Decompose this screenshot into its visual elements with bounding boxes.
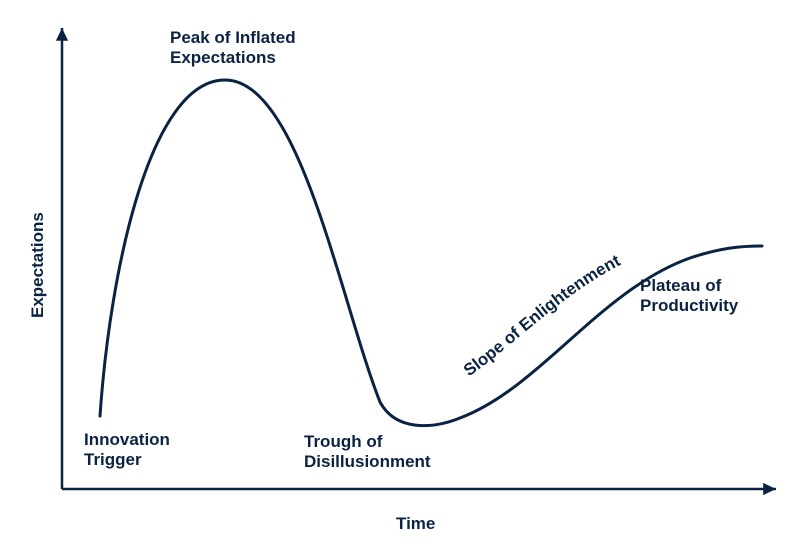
hype-curve — [100, 80, 762, 426]
innovation-trigger-label: Innovation Trigger — [84, 430, 170, 471]
x-axis-label: Time — [396, 514, 435, 534]
x-axis — [62, 483, 776, 495]
peak-label: Peak of Inflated Expectations — [170, 28, 296, 69]
x-axis-arrow — [763, 483, 776, 495]
y-axis-label: Expectations — [28, 212, 48, 318]
y-axis — [56, 28, 68, 489]
hype-cycle-diagram: Slope of Enlightenment Expectations Time… — [0, 0, 800, 544]
y-axis-arrow — [56, 28, 68, 41]
trough-label: Trough of Disillusionment — [304, 432, 431, 473]
plateau-label: Plateau of Productivity — [640, 276, 738, 317]
